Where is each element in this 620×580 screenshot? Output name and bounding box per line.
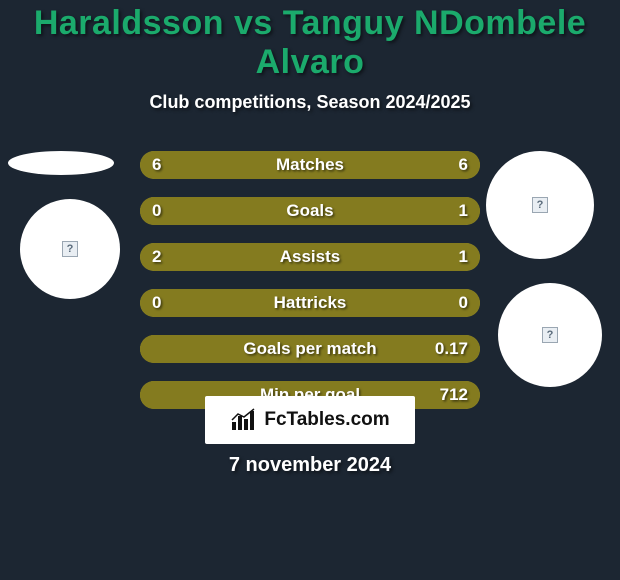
- stat-bar: 0Goals1: [140, 197, 480, 225]
- source-logo-text: FcTables.com: [264, 409, 389, 431]
- decorative-ellipse: [8, 151, 114, 175]
- player-left-avatar: [20, 199, 120, 299]
- source-logo: FcTables.com: [205, 396, 415, 444]
- stat-bar-label: Matches: [140, 151, 480, 179]
- stat-bar: Goals per match0.17: [140, 335, 480, 363]
- player-right-avatar-bottom: [498, 283, 602, 387]
- stat-bar-right-value: 1: [459, 197, 468, 225]
- subtitle: Club competitions, Season 2024/2025: [0, 92, 620, 113]
- image-placeholder-icon: [532, 197, 548, 213]
- stat-bars: 6Matches60Goals12Assists10Hattricks0Goal…: [140, 151, 480, 427]
- page-title: Haraldsson vs Tanguy NDombele Alvaro: [0, 4, 620, 82]
- stat-bar-right-value: 1: [459, 243, 468, 271]
- bar-chart-icon: [230, 408, 258, 432]
- stat-bar-label: Goals: [140, 197, 480, 225]
- image-placeholder-icon: [542, 327, 558, 343]
- stat-bar-right-value: 712: [440, 381, 468, 409]
- stat-bar: 6Matches6: [140, 151, 480, 179]
- stat-bar-label: Goals per match: [140, 335, 480, 363]
- stat-bar: 0Hattricks0: [140, 289, 480, 317]
- date-label: 7 november 2024: [0, 454, 620, 477]
- stat-bar-label: Assists: [140, 243, 480, 271]
- stat-bar-right-value: 0: [459, 289, 468, 317]
- image-placeholder-icon: [62, 241, 78, 257]
- stat-bar-right-value: 0.17: [435, 335, 468, 363]
- stat-bar-label: Hattricks: [140, 289, 480, 317]
- stat-bar: 2Assists1: [140, 243, 480, 271]
- stat-bar-right-value: 6: [459, 151, 468, 179]
- comparison-infographic: Haraldsson vs Tanguy NDombele Alvaro Clu…: [0, 0, 620, 580]
- player-right-avatar-top: [486, 151, 594, 259]
